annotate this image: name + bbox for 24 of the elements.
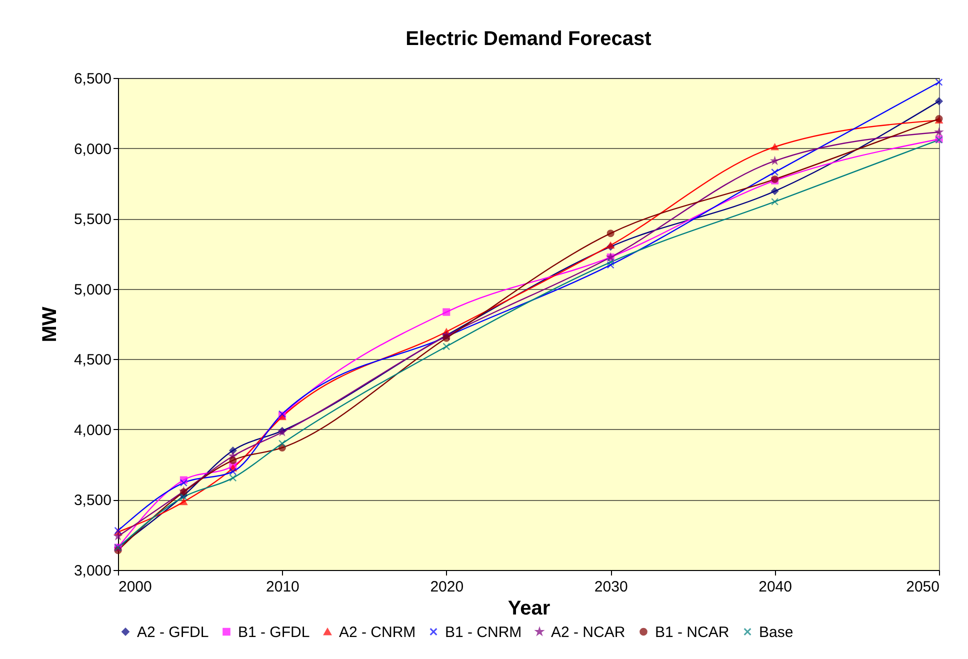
y-tick-label: 5,500 [74,211,112,228]
legend-label: A2 - GFDL [137,624,209,641]
y-tick-label: 6,500 [74,70,112,88]
y-tick-label: 4,000 [74,422,112,439]
legend-label: Base [759,624,794,641]
y-tick-label: 4,500 [74,352,112,369]
x-tick-label: 2020 [430,578,464,596]
legend-label: B1 - CNRM [445,624,522,641]
y-axis-title: MW [38,306,61,342]
y-tick-label: 3,500 [74,492,112,510]
legend-label: B1 - GFDL [238,624,310,641]
x-tick-label: 2050 [906,578,940,596]
x-axis-title: Year [508,598,550,620]
legend-label: B1 - NCAR [655,624,730,641]
x-tick-label: 2030 [594,578,628,596]
chart-title: Electric Demand Forecast [406,28,652,50]
x-tick-label: 2000 [118,578,152,596]
x-tick-label: 2040 [758,578,792,596]
legend-label: A2 - CNRM [339,624,416,641]
y-tick-label: 5,000 [74,281,112,298]
y-tick-label: 6,000 [74,140,112,158]
legend-label: A2 - NCAR [551,624,626,641]
y-tick-label: 3,000 [74,562,112,580]
x-tick-label: 2010 [266,578,300,596]
